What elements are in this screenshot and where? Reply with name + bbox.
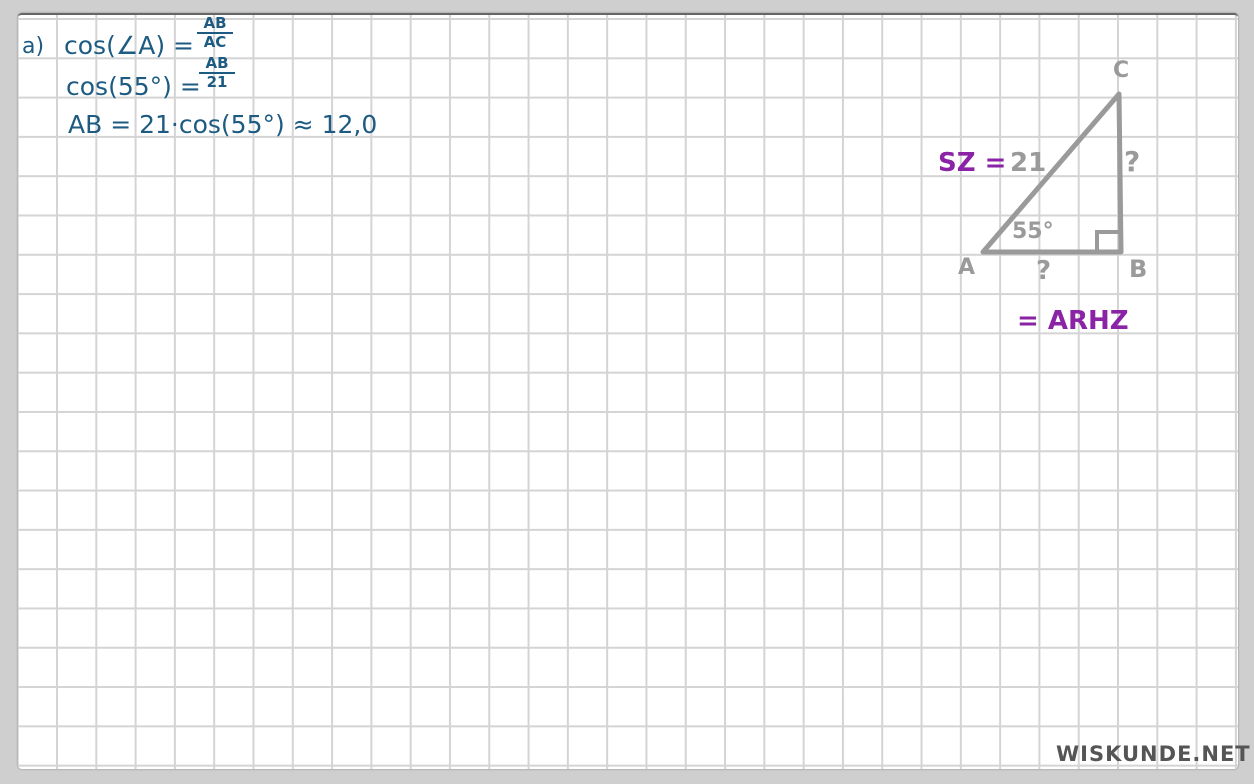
- numerator: AB: [203, 14, 227, 32]
- ab-note: = ARHZ: [1017, 306, 1129, 336]
- equation-line-3: AB = 21·cos(55°) ≈ 12,0: [68, 110, 378, 139]
- vertex-b-label: B: [1129, 255, 1148, 283]
- numerator: AB: [205, 54, 229, 72]
- fraction-bar: [199, 72, 235, 74]
- vertex-a-label: A: [958, 255, 976, 280]
- denominator: 21: [206, 73, 228, 91]
- wiskunde-logo: WISKUNDE.NET: [1056, 742, 1251, 766]
- hypotenuse-label: SZ =: [938, 148, 1007, 178]
- grid-whiteboard: [18, 13, 1238, 769]
- equation-line-2: cos(55°) =: [66, 72, 201, 101]
- fraction-bar: [197, 32, 233, 34]
- hypotenuse-value: 21: [1010, 148, 1047, 178]
- triangle-shape: [980, 91, 1124, 255]
- denominator: AC: [203, 33, 227, 51]
- angle-a-label: 55°: [1012, 219, 1054, 244]
- fraction-ab-ac: AB AC: [197, 16, 233, 50]
- vertex-c-label: C: [1113, 58, 1130, 83]
- side-ab-unknown: ?: [1036, 256, 1052, 286]
- fraction-ab-21: AB 21: [199, 56, 235, 90]
- part-label: a): [22, 34, 45, 59]
- right-angle-marker: [1095, 230, 1119, 252]
- equation-line-1: cos(∠A) =: [64, 31, 194, 60]
- side-bc-unknown: ?: [1124, 145, 1141, 178]
